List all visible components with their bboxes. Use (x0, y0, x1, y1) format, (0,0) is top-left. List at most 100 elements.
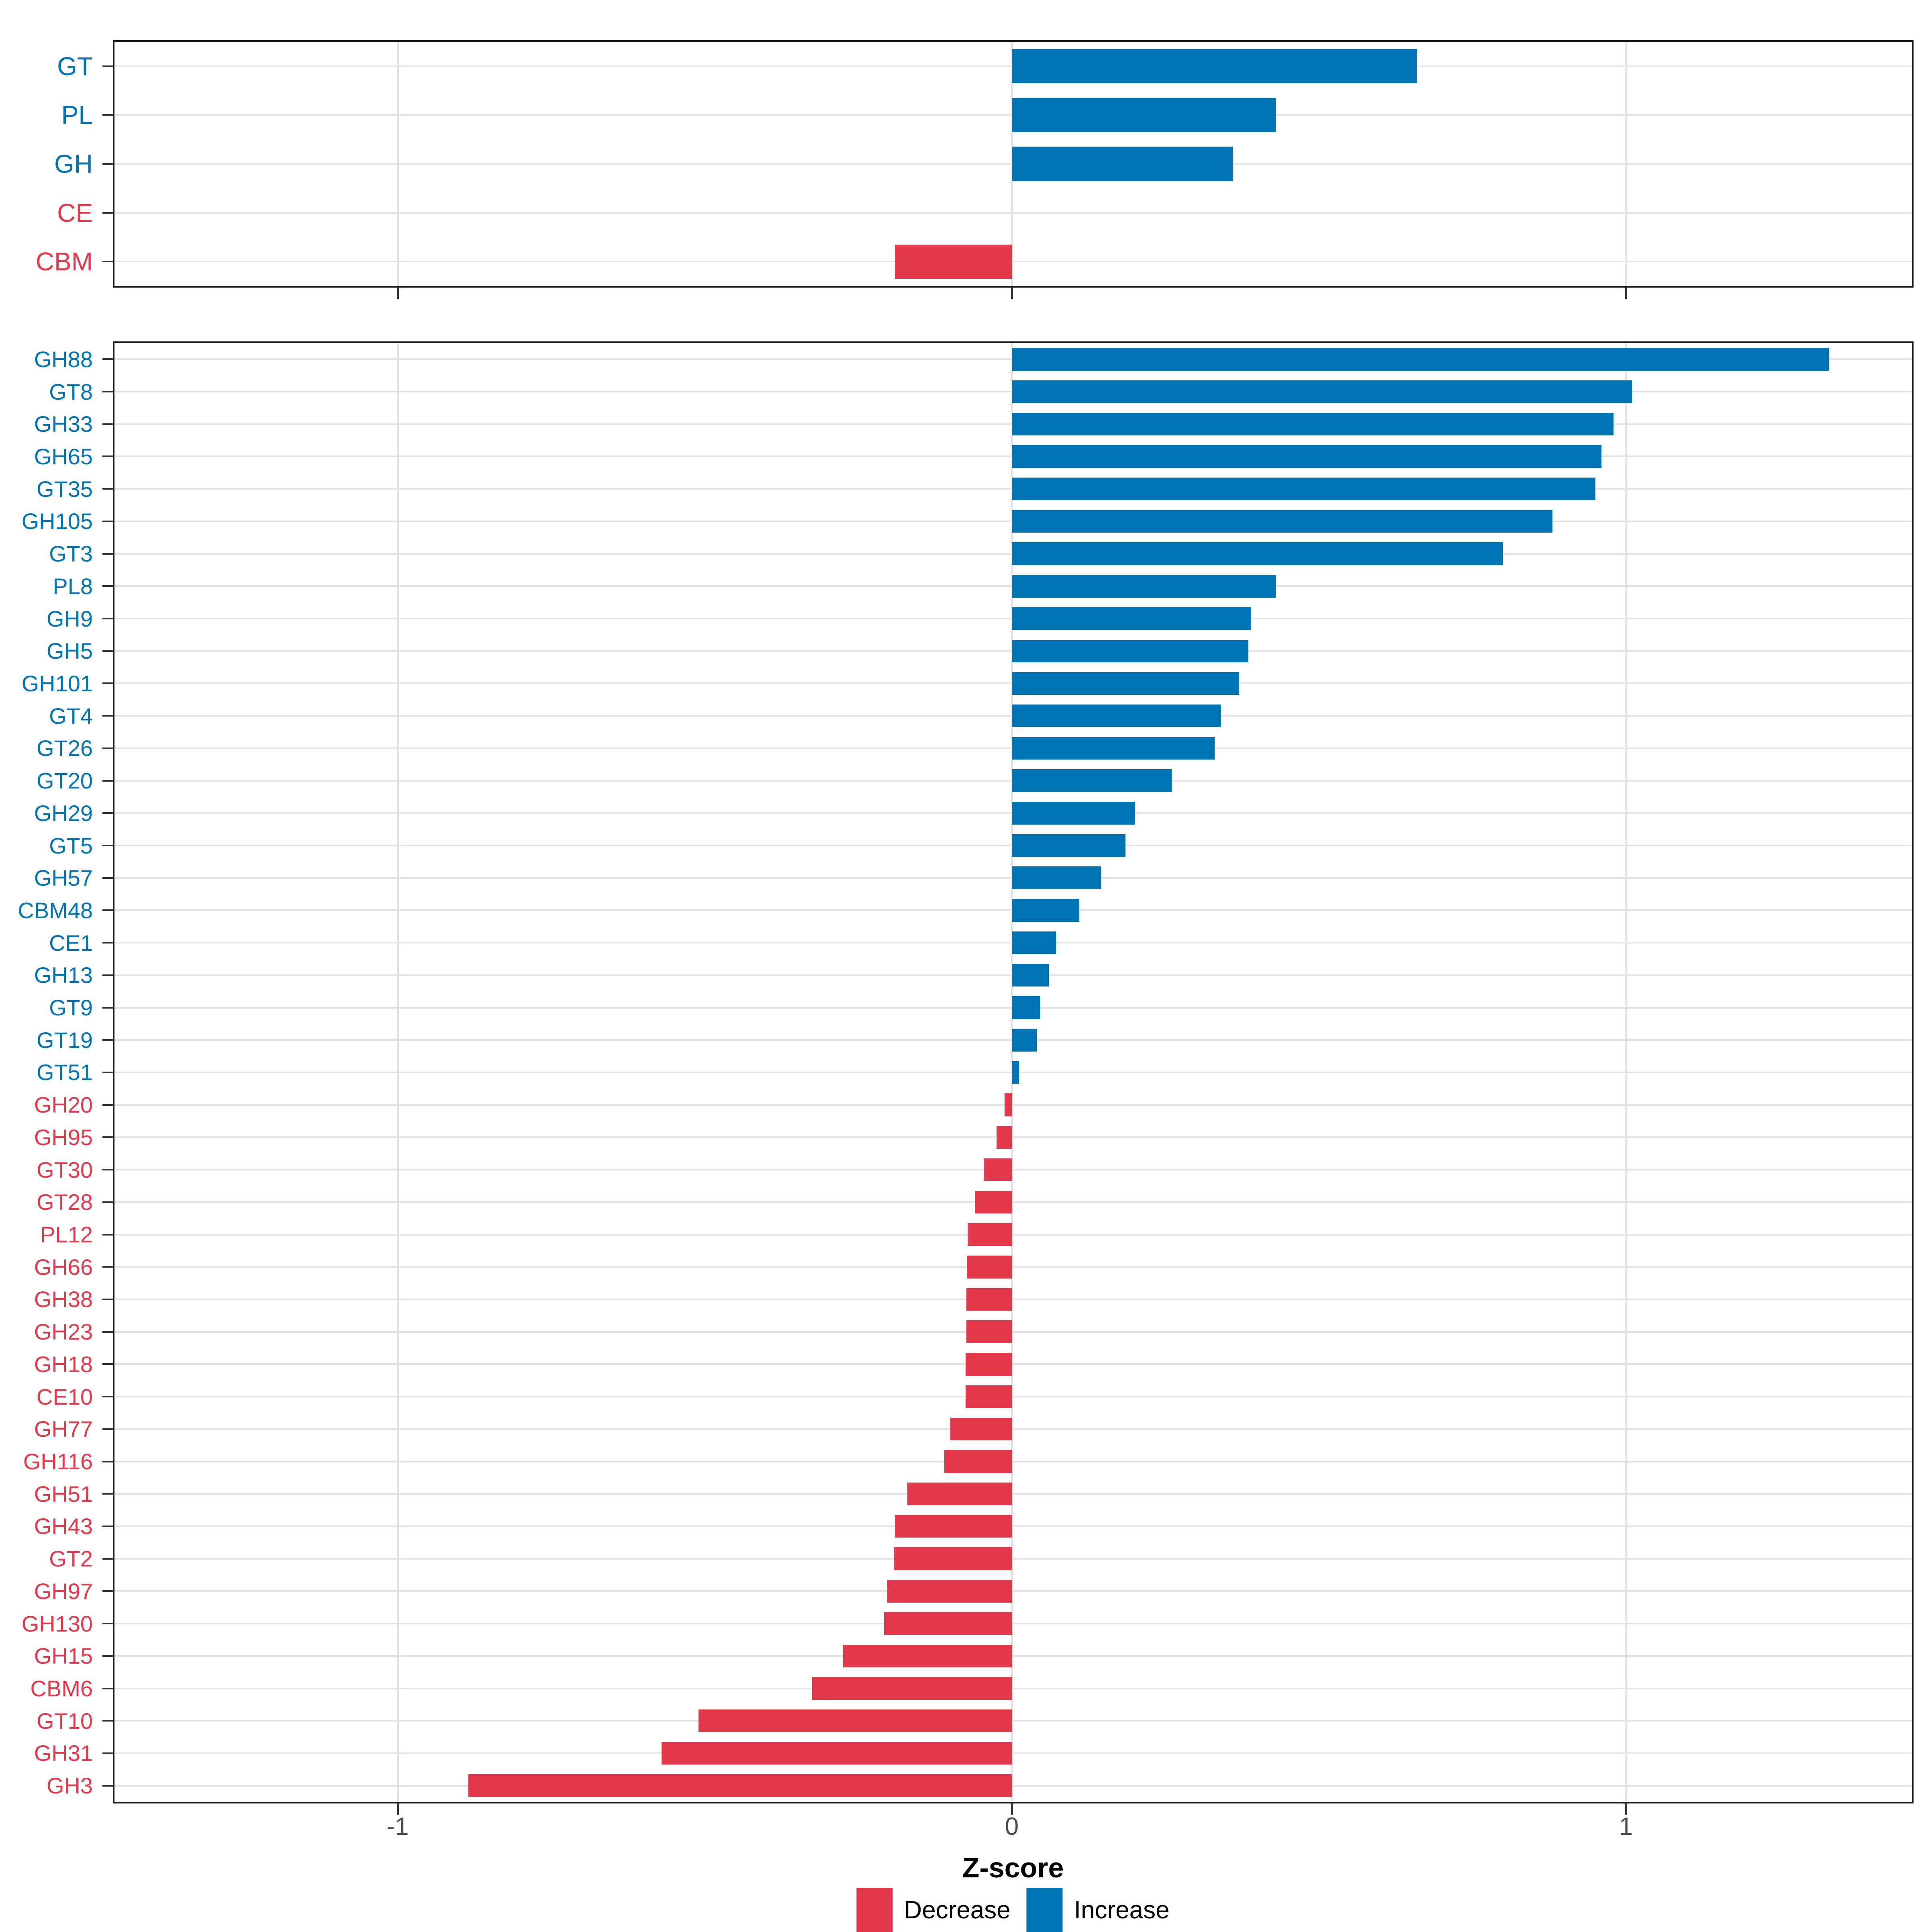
y-tick (102, 1331, 113, 1333)
bar-GT10 (698, 1709, 1012, 1732)
x-tick-1 (1625, 1803, 1627, 1815)
y-tick (102, 1428, 113, 1430)
x-tick--1 (397, 1803, 399, 1815)
y-tick (102, 650, 113, 652)
x-tick-label-0: 0 (1005, 1813, 1019, 1840)
bar-GH33 (1012, 413, 1614, 435)
y-tick (102, 488, 113, 490)
y-tick (102, 163, 113, 165)
y-tick (102, 553, 113, 555)
bar-GT28 (975, 1191, 1012, 1214)
gridline-row (114, 1493, 1912, 1495)
y-axis-label-GH3: GH3 (46, 1773, 93, 1799)
y-tick (102, 1039, 113, 1041)
bar-GH3 (468, 1774, 1012, 1797)
y-tick (102, 1136, 113, 1138)
bar-GH97 (887, 1580, 1012, 1603)
y-tick (102, 845, 113, 847)
gridline-row (114, 1525, 1912, 1527)
bar-GH65 (1012, 445, 1601, 468)
legend-item-increase: Increase (1026, 1888, 1170, 1932)
bar-GT8 (1012, 380, 1632, 403)
y-axis-label-GT3: GT3 (49, 541, 93, 567)
gridline-row (114, 1169, 1912, 1171)
bar-GH29 (1012, 802, 1135, 825)
bar-PL (1012, 98, 1276, 132)
y-axis-label-GH9: GH9 (46, 606, 93, 631)
y-axis-label-GH65: GH65 (34, 443, 93, 469)
bar-PL8 (1012, 575, 1276, 598)
y-axis-label-GH13: GH13 (34, 962, 93, 988)
y-axis-label-GH57: GH57 (34, 865, 93, 891)
y-axis-label-GT: GT (57, 51, 93, 81)
y-tick (102, 1104, 113, 1106)
bar-GH38 (966, 1288, 1012, 1311)
y-tick (102, 1558, 113, 1560)
bar-GH130 (884, 1612, 1012, 1635)
y-tick (102, 1623, 113, 1625)
gridline-row (114, 1363, 1912, 1365)
y-axis-label-GH97: GH97 (34, 1578, 93, 1604)
bar-GH5 (1012, 639, 1248, 662)
bar-GH105 (1012, 510, 1552, 533)
x-tick-0 (1011, 1803, 1013, 1815)
bar-CBM48 (1012, 899, 1080, 922)
gridline-row (114, 1136, 1912, 1138)
y-tick (102, 423, 113, 425)
bar-CBM (895, 244, 1012, 279)
bar-CE1 (1012, 931, 1056, 954)
bar-GH101 (1012, 672, 1239, 695)
y-axis-label-PL8: PL8 (53, 573, 93, 599)
gridline-row (114, 1266, 1912, 1268)
y-axis-label-GT5: GT5 (49, 833, 93, 858)
bar-GH57 (1012, 866, 1101, 889)
x-tick-0 (1011, 288, 1013, 299)
y-axis-label-CBM48: CBM48 (18, 897, 93, 923)
bar-GT9 (1012, 996, 1040, 1019)
y-tick (102, 585, 113, 587)
bar-GT20 (1012, 769, 1172, 792)
legend-label-increase: Increase (1074, 1896, 1170, 1924)
y-axis-label-GH29: GH29 (34, 800, 93, 826)
gridline-row (114, 261, 1912, 263)
y-axis-label-GT20: GT20 (36, 768, 93, 794)
y-tick (102, 780, 113, 782)
bar-GT19 (1012, 1029, 1037, 1052)
bar-GH66 (967, 1256, 1012, 1278)
bar-GH88 (1012, 348, 1829, 371)
y-tick (102, 114, 113, 116)
y-tick (102, 1720, 113, 1722)
gridline-row (114, 1720, 1912, 1722)
y-tick (102, 1590, 113, 1592)
y-axis-label-GH51: GH51 (34, 1481, 93, 1507)
y-axis-label-GH66: GH66 (34, 1254, 93, 1280)
y-axis-label-GT35: GT35 (36, 476, 93, 502)
legend-label-decrease: Decrease (904, 1896, 1011, 1924)
y-tick (102, 942, 113, 944)
y-tick (102, 1785, 113, 1787)
y-axis-label-GH33: GH33 (34, 411, 93, 437)
increase-swatch (1026, 1888, 1063, 1932)
bar-GH116 (944, 1450, 1012, 1473)
y-axis-label-PL: PL (61, 100, 93, 130)
y-axis-label-GT8: GT8 (49, 379, 93, 404)
bar-CE10 (966, 1385, 1012, 1408)
bar-GH (1012, 147, 1233, 181)
y-axis-label-CE10: CE10 (36, 1384, 93, 1409)
y-tick (102, 1298, 113, 1300)
gridline-row (114, 1590, 1912, 1592)
y-axis-label-GH105: GH105 (21, 509, 93, 534)
bar-GH9 (1012, 607, 1252, 630)
y-axis-label-GH31: GH31 (34, 1740, 93, 1766)
gridline-row (114, 1558, 1912, 1560)
y-tick (102, 1169, 113, 1171)
bar-GH18 (966, 1353, 1012, 1376)
gridline-row (114, 1298, 1912, 1300)
y-tick (102, 455, 113, 457)
y-tick (102, 715, 113, 717)
bar-GT2 (894, 1547, 1012, 1570)
y-axis-label-GH101: GH101 (21, 670, 93, 696)
y-axis-label-GT19: GT19 (36, 1027, 93, 1053)
y-tick (102, 1201, 113, 1203)
